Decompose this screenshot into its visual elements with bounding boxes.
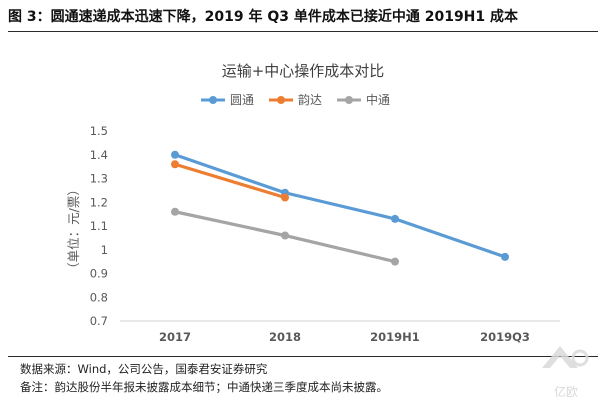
series-group <box>171 150 509 266</box>
watermark-logo: 亿欧 <box>532 338 602 404</box>
legend-label: 韵达 <box>298 92 322 107</box>
y-tick-label: 1.2 <box>90 195 108 209</box>
y-tick-label: 1 <box>101 243 108 257</box>
line-chart: 运输+中心操作成本对比 圆通 韵达 中通 （单位：元/票） 0.7 0.8 0.9 1 1.… <box>66 62 560 344</box>
legend-item: 中通 <box>337 92 390 107</box>
data-point <box>281 193 289 202</box>
y-tick-label: 1.4 <box>90 148 108 162</box>
source-note: 数据来源：Wind，公司公告，国泰君安证券研究 <box>20 362 268 376</box>
y-axis-label: （单位：元/票） <box>66 183 81 275</box>
remark-note: 备注：韵达股份半年报未披露成本细节；中通快递三季度成本尚未披露。 <box>20 380 388 394</box>
x-tick-label: 2018 <box>269 330 301 344</box>
data-point <box>171 160 179 169</box>
x-axis: 2017 2018 2019H1 2019Q3 <box>159 330 530 344</box>
data-point <box>281 231 289 240</box>
legend-marker <box>345 96 353 104</box>
watermark-text: 亿欧 <box>554 384 578 399</box>
x-tick-label: 2019H1 <box>370 330 420 344</box>
series-1 <box>171 160 289 202</box>
y-tick-label: 0.9 <box>90 267 108 281</box>
legend-label: 圆通 <box>230 93 254 107</box>
y-tick-label: 1.5 <box>90 124 108 138</box>
data-point <box>391 214 399 223</box>
data-point <box>501 252 509 261</box>
series-2 <box>171 207 399 266</box>
series-line <box>173 162 287 200</box>
legend-marker <box>209 96 217 104</box>
y-axis: 0.7 0.8 0.9 1 1.1 1.2 1.3 1.4 1.5 <box>90 124 108 328</box>
data-point <box>391 257 399 266</box>
x-tick-label: 2017 <box>159 330 191 344</box>
series-0 <box>171 150 509 261</box>
title-divider <box>8 31 598 32</box>
y-tick-label: 1.1 <box>90 219 108 233</box>
legend-item: 圆通 <box>201 93 254 107</box>
x-tick-label: 2019Q3 <box>480 330 530 344</box>
y-tick-label: 0.8 <box>90 290 108 304</box>
footer-divider <box>8 356 598 357</box>
chart-title: 运输+中心操作成本对比 <box>222 62 385 80</box>
legend-item: 韵达 <box>269 92 322 107</box>
data-point <box>171 207 179 216</box>
figure-title: 图 3：圆通速递成本迅速下降，2019 年 Q3 单件成本已接近中通 2019H… <box>8 9 519 25</box>
y-tick-label: 1.3 <box>90 172 108 186</box>
chart-area: 运输+中心操作成本对比 圆通 韵达 中通 （单位：元/票） 0.7 0.8 0.9 1 1.… <box>0 36 606 352</box>
series-line <box>173 153 507 259</box>
y-tick-label: 0.7 <box>90 314 108 328</box>
legend-marker <box>277 96 285 104</box>
data-point <box>171 150 179 159</box>
legend-label: 中通 <box>366 92 390 107</box>
legend: 圆通 韵达 中通 <box>201 92 390 107</box>
